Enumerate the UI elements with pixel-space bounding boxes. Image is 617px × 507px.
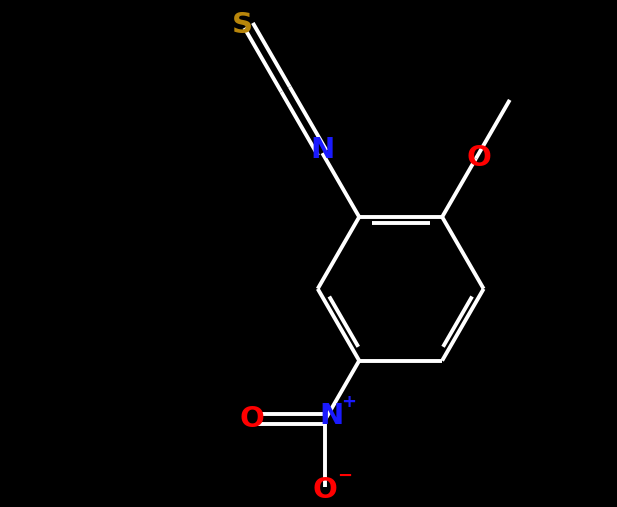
Text: N: N — [320, 402, 344, 430]
Text: −: − — [337, 467, 353, 485]
Text: +: + — [341, 393, 356, 411]
Text: O: O — [239, 405, 264, 433]
Text: O: O — [466, 144, 492, 172]
Text: N: N — [310, 136, 334, 164]
Text: S: S — [232, 11, 253, 40]
Text: O: O — [313, 476, 338, 504]
